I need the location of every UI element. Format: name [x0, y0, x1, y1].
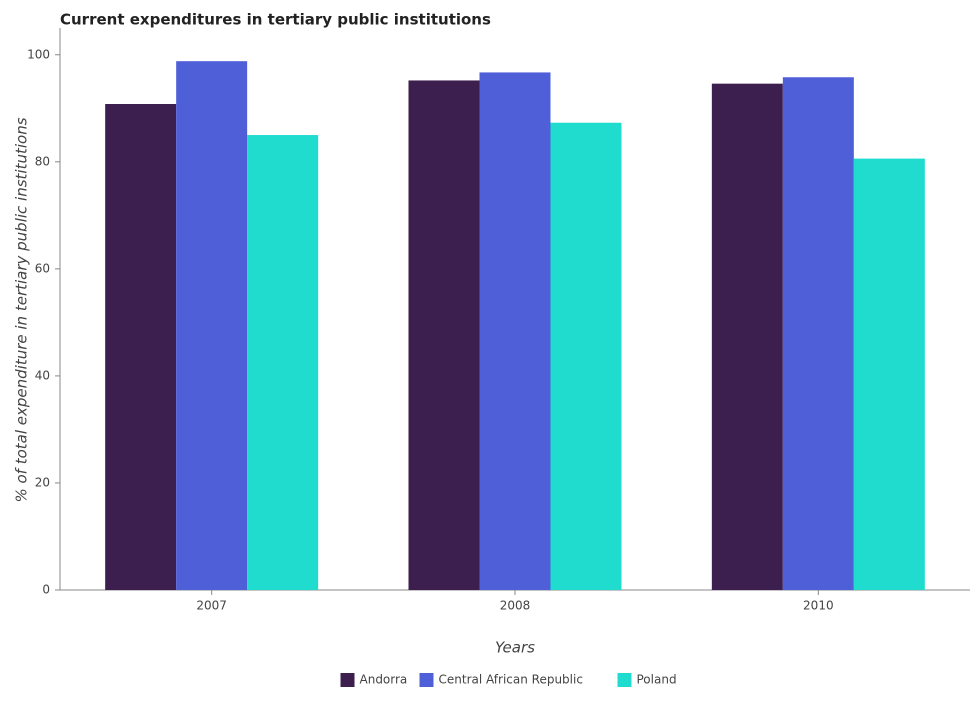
x-axis-label: Years	[495, 639, 535, 657]
bar	[782, 77, 854, 591]
chart-title: Current expenditures in tertiary public …	[60, 11, 491, 29]
bar	[247, 135, 319, 591]
bar	[853, 158, 925, 591]
y-tick-label: 60	[35, 261, 50, 275]
y-tick-label: 40	[35, 368, 50, 382]
bar	[550, 122, 622, 590]
legend-swatch	[617, 673, 632, 687]
bar	[408, 80, 480, 590]
y-axis-label: % of total expenditure in tertiary publi…	[13, 117, 31, 502]
bar	[176, 61, 248, 591]
x-tick-label: 2010	[803, 599, 834, 613]
legend-label: Poland	[637, 673, 677, 687]
y-tick-label: 80	[35, 154, 50, 168]
legend-label: Andorra	[360, 673, 408, 687]
y-tick-label: 0	[42, 583, 50, 597]
x-tick-label: 2007	[196, 599, 227, 613]
y-tick-label: 20	[35, 475, 50, 489]
x-tick-label: 2008	[500, 599, 531, 613]
legend-swatch	[340, 673, 355, 687]
y-tick-label: 100	[27, 47, 50, 61]
bar	[105, 104, 177, 590]
legend-swatch	[419, 673, 434, 687]
legend-label: Central African Republic	[439, 673, 583, 687]
bar	[711, 83, 783, 590]
bar	[479, 72, 551, 591]
